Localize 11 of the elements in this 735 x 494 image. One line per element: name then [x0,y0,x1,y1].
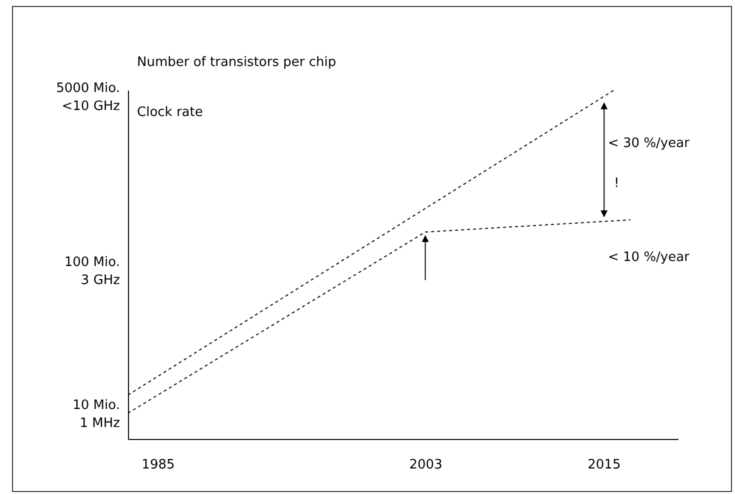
annotation: Clock rate [137,105,203,120]
text: 10 Mio. 1 MHz [72,398,120,431]
text: Number of transistors per chip [137,55,336,70]
x-tick-label: 2015 [588,458,621,472]
annotation: ! [614,176,620,191]
x-tick-label: 1985 [142,458,175,472]
x-tick-label: 2003 [409,458,442,472]
annotation: < 30 %/year [608,136,690,151]
annotation: < 10 %/year [608,250,690,265]
text: 100 Mio. 3 GHz [64,255,120,288]
text: 5000 Mio. <10 GHz [56,81,120,114]
